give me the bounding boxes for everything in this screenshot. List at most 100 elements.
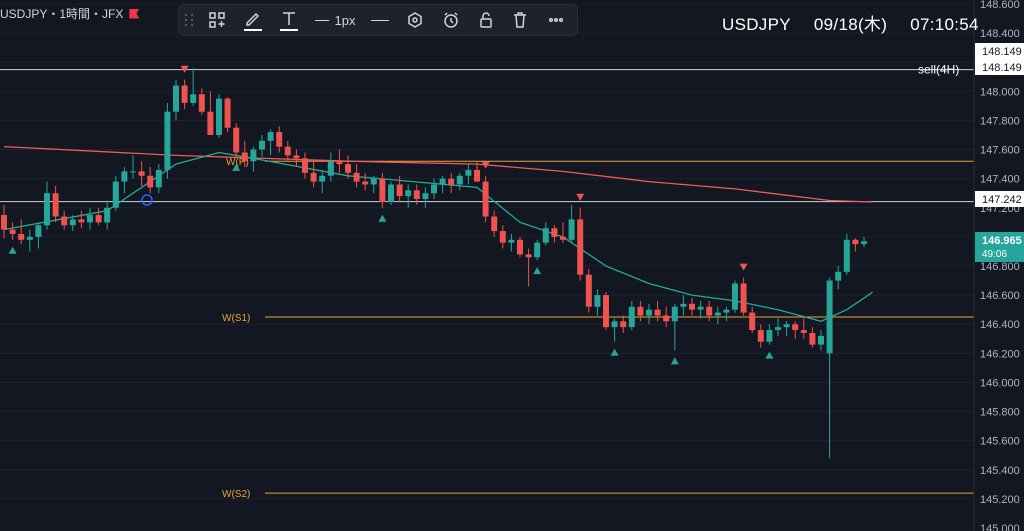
level-label: W(S2) xyxy=(222,489,250,500)
candles[interactable] xyxy=(1,68,867,459)
candle-body xyxy=(413,190,420,200)
line-width-button[interactable]: 1px xyxy=(307,4,363,36)
candle-body xyxy=(293,155,300,159)
price-tag-text: 148.149 xyxy=(982,46,1022,58)
candle-body xyxy=(594,295,601,307)
candle-body xyxy=(525,254,532,258)
sell-signal-marker xyxy=(576,193,585,201)
buy-signal-marker xyxy=(378,214,387,222)
header-info: USDJPY 09/18(木) 07:10:54 xyxy=(722,10,997,35)
candle-body xyxy=(173,85,179,112)
symbol-label: USDJPY・1時間・JFX xyxy=(0,7,124,21)
more-icon[interactable] xyxy=(537,4,575,36)
header-time: 07:10:54 xyxy=(910,15,979,34)
candle-body xyxy=(456,175,463,185)
hexagon-icon[interactable] xyxy=(397,4,433,36)
candle-body xyxy=(147,175,154,188)
text-icon[interactable] xyxy=(271,4,307,36)
price-tag xyxy=(975,43,1024,59)
y-tick-label: 146.600 xyxy=(980,290,1020,302)
candle-body xyxy=(190,94,197,103)
candle-body xyxy=(482,181,489,217)
candle-body xyxy=(302,158,308,173)
candle-body xyxy=(224,98,231,128)
price-axis[interactable]: 148.600148.400148.200148.000147.800147.6… xyxy=(973,0,1024,531)
line-style-icon xyxy=(314,19,329,21)
candle-body xyxy=(276,132,283,147)
candle-body xyxy=(706,306,713,316)
candle-body xyxy=(319,175,326,182)
buy-signal-marker xyxy=(232,163,241,171)
layout-icon[interactable] xyxy=(199,4,235,36)
candle-body xyxy=(620,321,627,328)
alarm-icon[interactable] xyxy=(433,4,469,36)
line-width-label: 1px xyxy=(334,12,356,28)
unlock-icon[interactable] xyxy=(469,4,503,36)
candle-body xyxy=(542,228,549,243)
signal-markers xyxy=(8,65,774,365)
anchor-point-handle[interactable] xyxy=(141,194,153,206)
candle-body xyxy=(654,309,661,316)
candle-body xyxy=(18,233,25,240)
candle-body xyxy=(628,306,635,328)
y-tick-label: 147.400 xyxy=(980,174,1020,186)
symbol-info: USDJPY・1時間・JFX xyxy=(0,5,140,22)
candle-body xyxy=(353,172,360,182)
candle-body xyxy=(491,216,498,232)
current-price-text: 146.965 xyxy=(982,235,1022,247)
flag-icon[interactable] xyxy=(129,8,140,19)
y-tick-label: 148.000 xyxy=(980,86,1020,98)
candle-body xyxy=(508,239,515,243)
candle-body xyxy=(585,274,592,307)
header-date: 09/18(木) xyxy=(813,15,888,34)
candle-body xyxy=(112,181,119,208)
candle-body xyxy=(284,146,291,156)
candle-body xyxy=(577,219,584,275)
candle-body xyxy=(568,219,575,240)
candle-body xyxy=(327,161,334,176)
candle-body xyxy=(783,324,790,328)
candle-body xyxy=(1,215,7,230)
candle-body xyxy=(388,184,394,202)
buy-signal-marker xyxy=(670,357,679,365)
header-symbol: USDJPY xyxy=(722,15,791,34)
sell-signal-marker xyxy=(739,263,748,271)
level-label: W(S1) xyxy=(222,313,250,324)
drag-handle-icon[interactable] xyxy=(179,4,199,36)
y-tick-label: 146.400 xyxy=(980,319,1020,331)
candle-body xyxy=(611,321,618,328)
price-tag xyxy=(975,191,1024,207)
candle-body xyxy=(852,239,859,245)
y-tick-label: 148.400 xyxy=(980,28,1020,40)
horizontal-lines[interactable]: sell(4H) W(P) W(S1) W(S2) xyxy=(0,63,974,500)
candle-body xyxy=(826,280,833,354)
candle-body xyxy=(26,236,33,240)
candle-body xyxy=(310,172,317,182)
candle-body xyxy=(396,184,403,197)
candle-body xyxy=(740,283,747,313)
candle-body xyxy=(835,271,842,281)
trash-icon[interactable] xyxy=(503,4,537,36)
y-tick-label: 145.600 xyxy=(980,436,1020,448)
candle-body xyxy=(181,85,188,103)
candle-body xyxy=(35,225,42,237)
line-icon[interactable] xyxy=(363,4,397,36)
candle-body xyxy=(104,207,111,223)
candle-body xyxy=(267,132,274,141)
grid xyxy=(0,3,974,529)
candle-body xyxy=(52,193,59,217)
y-tick-label: 145.400 xyxy=(980,465,1020,477)
candle-body xyxy=(465,169,472,176)
candle-body xyxy=(233,127,240,153)
y-tick-label: 145.000 xyxy=(980,523,1020,531)
candle-body xyxy=(250,149,257,162)
candle-body xyxy=(534,242,541,258)
candle-body xyxy=(138,171,145,176)
candle-body xyxy=(861,241,867,245)
pencil-icon[interactable] xyxy=(235,4,271,36)
countdown-text: 49:06 xyxy=(982,249,1007,260)
candle-body xyxy=(431,184,437,194)
current-price-tag xyxy=(975,232,1024,262)
candle-body xyxy=(809,332,816,345)
